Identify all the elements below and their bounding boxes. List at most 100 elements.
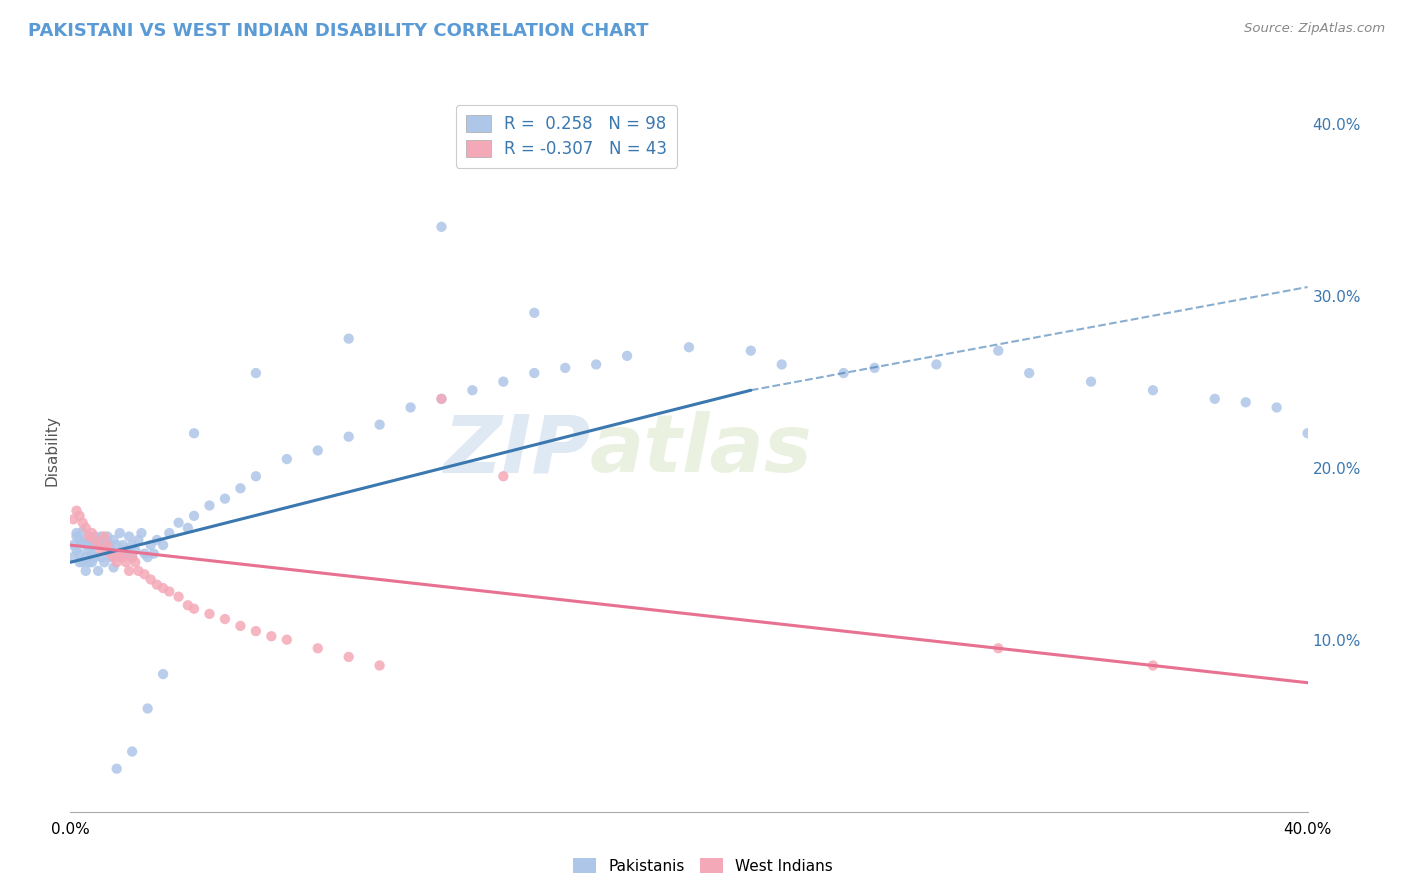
Point: [925, 358, 948, 372]
Point: [90, 538, 112, 552]
Point: [307, 641, 329, 656]
Point: [276, 632, 298, 647]
Point: [105, 547, 128, 561]
Point: [183, 601, 205, 615]
Point: [87, 538, 110, 552]
Point: [134, 547, 156, 561]
Point: [399, 401, 422, 415]
Point: [90, 529, 112, 543]
Point: [177, 521, 200, 535]
Point: [1234, 395, 1257, 409]
Point: [430, 392, 453, 406]
Point: [93, 555, 115, 569]
Point: [105, 538, 128, 552]
Point: [77, 533, 100, 547]
Point: [1142, 384, 1164, 398]
Point: [157, 584, 180, 599]
Point: [121, 538, 143, 552]
Point: [115, 555, 138, 569]
Point: [139, 573, 162, 587]
Point: [96, 529, 118, 543]
Point: [229, 481, 252, 495]
Point: [276, 452, 298, 467]
Point: [616, 349, 638, 363]
Point: [80, 555, 103, 569]
Point: [75, 521, 97, 535]
Point: [69, 547, 91, 561]
Point: [96, 538, 118, 552]
Point: [142, 547, 165, 561]
Point: [121, 550, 143, 565]
Point: [90, 543, 112, 558]
Text: atlas: atlas: [591, 411, 813, 490]
Point: [1018, 366, 1040, 380]
Point: [131, 526, 153, 541]
Point: [177, 599, 200, 613]
Point: [229, 619, 252, 633]
Point: [1296, 426, 1319, 441]
Point: [740, 343, 762, 358]
Point: [121, 744, 143, 758]
Point: [84, 533, 107, 547]
Point: [72, 555, 94, 569]
Text: PAKISTANI VS WEST INDIAN DISABILITY CORRELATION CHART: PAKISTANI VS WEST INDIAN DISABILITY CORR…: [28, 22, 648, 40]
Point: [103, 560, 125, 574]
Point: [115, 543, 138, 558]
Point: [214, 612, 236, 626]
Point: [100, 550, 122, 565]
Point: [523, 306, 546, 320]
Legend: R =  0.258   N = 98, R = -0.307   N = 43: R = 0.258 N = 98, R = -0.307 N = 43: [456, 104, 678, 168]
Point: [96, 543, 118, 558]
Point: [368, 417, 391, 432]
Point: [146, 577, 169, 591]
Point: [65, 543, 87, 558]
Point: [69, 533, 91, 547]
Point: [93, 529, 115, 543]
Point: [260, 629, 283, 643]
Point: [84, 529, 107, 543]
Point: [307, 443, 329, 458]
Point: [127, 564, 149, 578]
Point: [93, 533, 115, 547]
Point: [157, 526, 180, 541]
Point: [198, 607, 221, 621]
Point: [100, 538, 122, 552]
Point: [75, 538, 97, 552]
Point: [134, 567, 156, 582]
Point: [987, 343, 1010, 358]
Point: [337, 430, 360, 444]
Point: [430, 219, 453, 234]
Point: [111, 550, 134, 565]
Point: [245, 366, 267, 380]
Point: [75, 550, 97, 565]
Point: [368, 658, 391, 673]
Point: [523, 366, 546, 380]
Point: [198, 499, 221, 513]
Point: [80, 534, 103, 549]
Text: ZIP: ZIP: [443, 411, 591, 490]
Point: [183, 426, 205, 441]
Point: [585, 358, 607, 372]
Point: [100, 547, 122, 561]
Point: [987, 641, 1010, 656]
Point: [139, 538, 162, 552]
Point: [72, 534, 94, 549]
Point: [492, 375, 515, 389]
Point: [121, 550, 143, 565]
Point: [103, 550, 125, 565]
Point: [118, 529, 141, 543]
Point: [87, 564, 110, 578]
Point: [214, 491, 236, 506]
Point: [461, 384, 484, 398]
Point: [75, 564, 97, 578]
Point: [77, 555, 100, 569]
Point: [80, 526, 103, 541]
Point: [1080, 375, 1102, 389]
Point: [69, 555, 91, 569]
Point: [65, 526, 87, 541]
Point: [77, 543, 100, 558]
Point: [108, 526, 131, 541]
Point: [152, 581, 174, 595]
Point: [62, 550, 84, 565]
Point: [80, 547, 103, 561]
